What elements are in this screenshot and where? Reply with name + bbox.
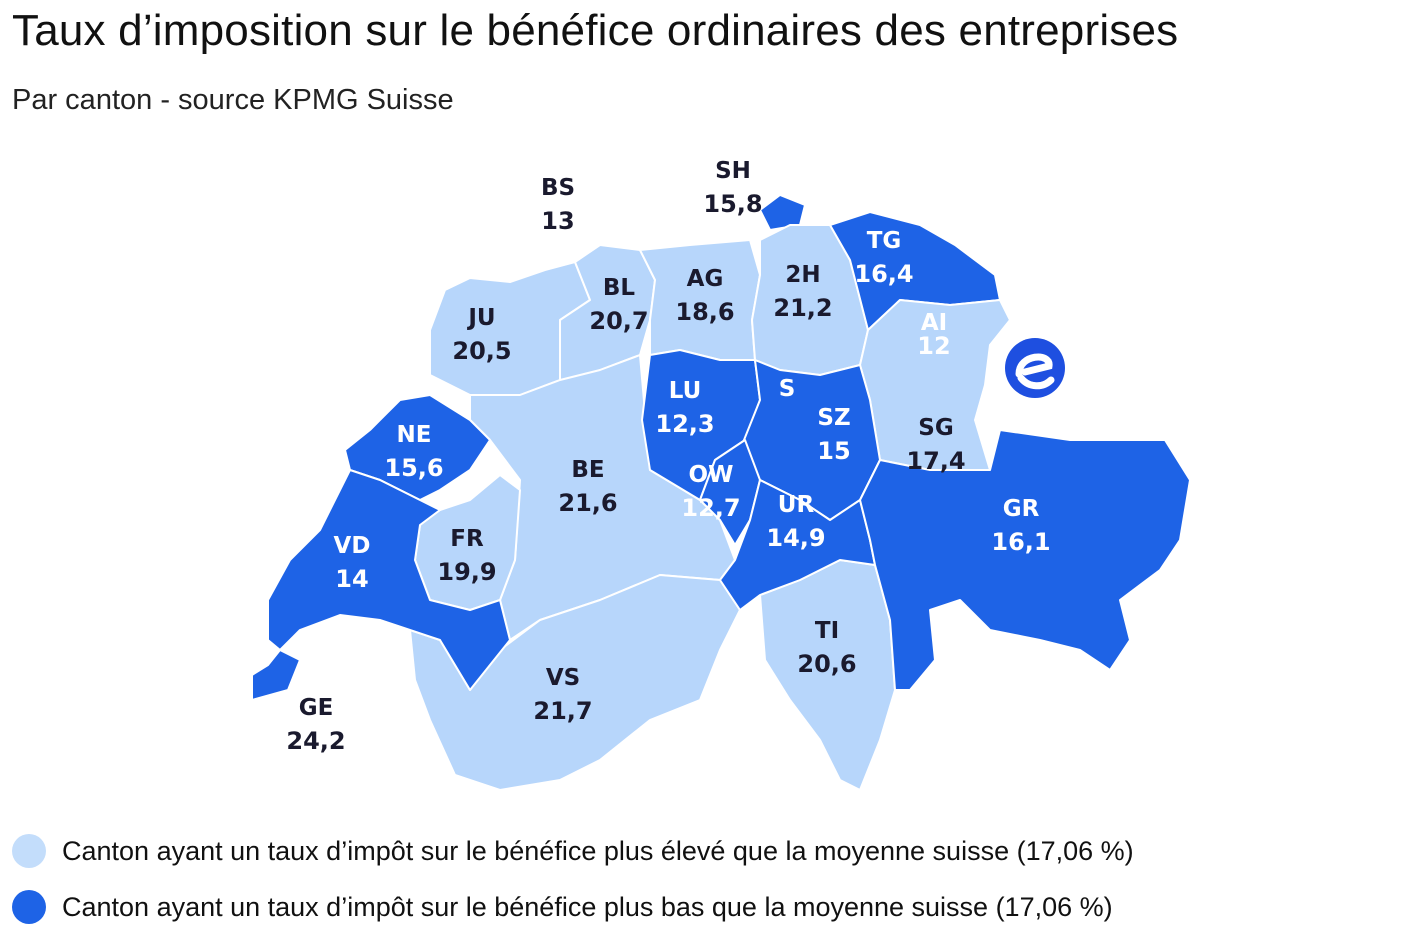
canton-value-bs: 13 — [541, 207, 574, 235]
canton-value-ne: 15,6 — [384, 454, 443, 482]
canton-code-be: BE — [571, 457, 604, 483]
legend-item-below: Canton ayant un taux d’impôt sur le béné… — [12, 890, 1113, 924]
canton-code-s: S — [779, 376, 796, 402]
canton-vd — [267, 469, 511, 691]
canton-value-sh: 15,8 — [703, 190, 762, 218]
canton-code-ne: NE — [397, 422, 432, 448]
canton-value-gr: 16,1 — [991, 528, 1050, 556]
canton-value-2h: 21,2 — [773, 294, 832, 322]
canton-value-ti: 20,6 — [797, 650, 856, 678]
canton-code-ag: AG — [687, 266, 724, 292]
canton-value-vs: 21,7 — [533, 697, 592, 725]
canton-value-ur: 14,9 — [766, 524, 825, 552]
canton-code-bl: BL — [603, 275, 636, 301]
canton-code-gr: GR — [1003, 496, 1040, 522]
canton-value-fr: 19,9 — [437, 558, 496, 586]
map-title: Taux d’imposition sur le bénéfice ordina… — [12, 6, 1179, 55]
canton-code-ai: AI — [921, 310, 947, 336]
switzerland-map: BS 13 SH 15,8 TG 16,4 2H 21,2 AG 18,6 BL 20,7 JU 20,5… — [251, 158, 1191, 791]
canton-code-sg: SG — [918, 415, 953, 441]
canton-value-vd: 14 — [335, 565, 368, 593]
legend-swatch-above — [12, 834, 46, 868]
legend-item-above: Canton ayant un taux d’impôt sur le béné… — [12, 834, 1134, 868]
canton-code-ge: GE — [299, 695, 334, 721]
canton-ur — [719, 479, 876, 611]
canton-code-ju: JU — [466, 305, 495, 331]
canton-code-fr: FR — [450, 526, 484, 552]
map-subtitle: Par canton - source KPMG Suisse — [12, 84, 454, 116]
canton-code-tg: TG — [867, 228, 902, 254]
canton-code-vs: VS — [546, 665, 580, 691]
canton-code-ur: UR — [778, 492, 815, 518]
canton-labels: BS 13 SH 15,8 TG 16,4 2H 21,2 AG 18,6 BL 20,7 JU 20,5… — [286, 158, 1050, 755]
canton-value-be: 21,6 — [558, 489, 617, 517]
canton-value-ai: 12 — [917, 332, 950, 360]
canton-value-bl: 20,7 — [589, 307, 648, 335]
canton-value-ge: 24,2 — [286, 727, 345, 755]
e-logo-icon — [1005, 338, 1065, 398]
canton-code-sz: SZ — [817, 405, 850, 431]
legend-label-above: Canton ayant un taux d’impôt sur le béné… — [62, 835, 1134, 866]
canton-value-lu: 12,3 — [655, 410, 714, 438]
canton-value-sz: 15 — [817, 437, 850, 465]
canton-value-ju: 20,5 — [452, 337, 511, 365]
canton-code-lu: LU — [669, 378, 702, 404]
canton-ge — [251, 649, 301, 701]
canton-code-2h: 2H — [785, 262, 820, 288]
legend-swatch-below — [12, 890, 46, 924]
canton-value-ag: 18,6 — [675, 298, 734, 326]
canton-code-vd: VD — [334, 533, 371, 559]
canton-value-tg: 16,4 — [854, 260, 913, 288]
canton-code-bs: BS — [541, 175, 575, 201]
canton-value-sg: 17,4 — [906, 447, 965, 475]
canton-gr — [859, 429, 1191, 691]
legend-label-below: Canton ayant un taux d’impôt sur le béné… — [62, 891, 1113, 922]
canton-value-ow: 12,7 — [681, 494, 740, 522]
canton-code-ow: OW — [689, 462, 734, 488]
canton-code-sh: SH — [715, 158, 751, 184]
canton-code-ti: TI — [815, 618, 839, 644]
canton-sh — [759, 194, 806, 231]
canton-regions — [251, 194, 1191, 791]
